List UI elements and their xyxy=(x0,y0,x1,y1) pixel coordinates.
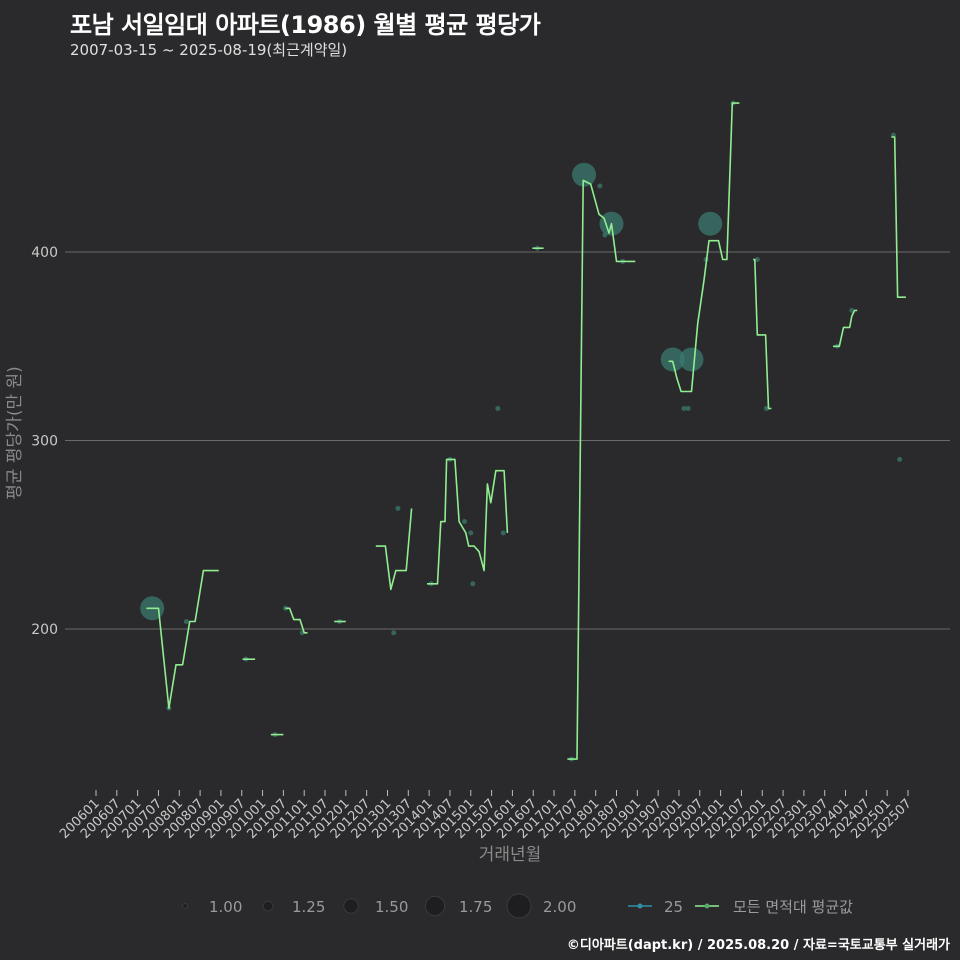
data-points xyxy=(140,100,903,762)
legend-size-label: 1.50 xyxy=(375,898,408,916)
data-point xyxy=(391,630,397,636)
data-point xyxy=(897,456,903,462)
y-axis-title: 평균 평당가(만 원) xyxy=(5,366,25,500)
series-line-all-avg xyxy=(668,102,740,393)
legend-series-point xyxy=(637,903,643,909)
data-point xyxy=(572,162,597,187)
legend-size-circle xyxy=(262,900,274,912)
series-lines xyxy=(146,102,906,760)
legend-series-label: 25 xyxy=(664,898,683,916)
legend-size-label: 2.00 xyxy=(543,898,576,916)
legend-size-circle xyxy=(343,898,359,914)
legend-size-circle xyxy=(506,893,532,919)
legend-avg-point xyxy=(704,903,710,909)
source-caption: ©디아파트(dapt.kr) / 2025.08.20 / 자료=국토교통부 실… xyxy=(566,938,950,953)
data-point xyxy=(698,211,723,236)
legend-size-circle xyxy=(182,903,188,909)
data-point xyxy=(681,405,687,411)
data-point xyxy=(468,530,474,536)
legend-size-label: 1.75 xyxy=(459,898,492,916)
legend-size-label: 1.00 xyxy=(209,898,242,916)
chart-title: 포남 서일임대 아파트(1986) 월별 평균 평당가 xyxy=(70,11,541,39)
series-line-all-avg xyxy=(567,179,636,760)
data-point xyxy=(679,347,704,372)
data-point xyxy=(754,257,760,263)
legend-avg-label: 모든 면적대 평균값 xyxy=(733,898,853,916)
x-axis-ticks: 2006012006072007012007072008012008072009… xyxy=(57,790,915,842)
y-tick-label: 300 xyxy=(31,434,58,450)
data-point xyxy=(470,581,476,587)
series-line-all-avg xyxy=(146,569,219,709)
data-point xyxy=(495,405,501,411)
y-tick-label: 400 xyxy=(31,245,58,261)
data-point xyxy=(282,605,288,611)
data-point xyxy=(183,618,189,624)
data-point xyxy=(395,505,401,511)
data-point xyxy=(597,183,603,189)
y-tick-label: 200 xyxy=(31,622,58,638)
series-line-all-avg xyxy=(891,136,906,298)
data-point xyxy=(685,405,691,411)
series-line-all-avg xyxy=(833,309,858,348)
legend: 1.00 1.25 1.50 1.75 2.00 25 모든 면적대 평균값 xyxy=(182,893,853,919)
y-axis-ticks: 200 300 400 xyxy=(31,245,58,638)
x-axis-title: 거래년월 xyxy=(479,845,542,865)
chart-subtitle: 2007-03-15 ~ 2025-08-19(최근계약일) xyxy=(70,41,348,59)
series-line-all-avg xyxy=(753,258,772,410)
series-line-all-avg xyxy=(285,607,308,634)
series-line-all-avg xyxy=(427,458,509,585)
series-line-all-avg xyxy=(375,508,413,591)
legend-size-label: 1.25 xyxy=(292,898,325,916)
data-point xyxy=(660,347,685,372)
grid-lines xyxy=(65,251,950,630)
data-point xyxy=(500,530,506,536)
data-point xyxy=(462,519,468,525)
legend-size-circle xyxy=(424,895,446,917)
data-point xyxy=(849,307,855,313)
